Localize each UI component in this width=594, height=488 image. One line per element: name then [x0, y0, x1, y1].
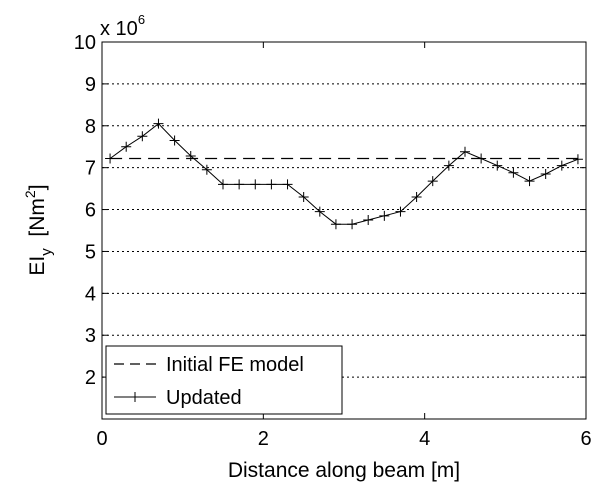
data-point-marker [395, 206, 406, 217]
y-multiplier: x 106 [100, 12, 145, 40]
x-tick-label: 6 [580, 428, 591, 450]
legend-label-initial: Initial FE model [166, 354, 304, 376]
y-tick-label: 3 [85, 325, 96, 347]
data-point-marker [347, 219, 358, 230]
data-point-marker [330, 219, 341, 230]
data-point-marker [153, 118, 164, 129]
data-point-marker [508, 167, 519, 178]
data-point-marker [137, 131, 148, 142]
data-point-marker [201, 164, 212, 175]
legend-label-updated: Updated [166, 387, 242, 409]
series-lines [105, 118, 583, 230]
data-point-marker [218, 179, 228, 190]
data-point-marker [443, 160, 454, 171]
legend: Initial FE model Updated [105, 345, 343, 415]
data-point-marker [185, 150, 196, 161]
y-axis-label: EIy [Nm2] [22, 184, 55, 275]
x-axis-label: Distance along beam [m] [228, 459, 460, 482]
data-point-marker [314, 206, 325, 217]
data-point-marker [121, 141, 132, 152]
data-point-marker [105, 153, 116, 164]
y-tick-label: 2 [85, 367, 96, 389]
data-point-marker [427, 176, 438, 187]
y-tick-label: 4 [85, 283, 96, 305]
y-tick-label: 9 [85, 74, 96, 96]
data-point-marker [411, 191, 422, 202]
data-point-marker [234, 179, 245, 190]
x-tick-label: 4 [419, 428, 430, 450]
legend-box [105, 345, 343, 415]
x-tick-label: 0 [96, 428, 107, 450]
data-point-marker [540, 168, 551, 179]
data-point-marker [556, 160, 567, 171]
data-point-marker [572, 154, 583, 165]
y-tick-label: 10 [74, 32, 96, 54]
y-tick-label: 8 [85, 116, 96, 138]
legend-marker-updated [130, 392, 140, 402]
y-tick-label: 5 [85, 241, 96, 263]
series-line-updated [109, 123, 579, 225]
data-point-marker [524, 176, 535, 187]
data-point-marker [169, 135, 180, 146]
data-point-marker [298, 191, 309, 202]
data-point-marker [266, 179, 277, 190]
data-point-marker [250, 179, 261, 190]
y-tick-label: 6 [85, 200, 96, 222]
data-point-marker [492, 160, 503, 171]
data-point-marker [282, 179, 293, 190]
data-point-marker [379, 210, 390, 221]
data-point-marker [476, 153, 487, 164]
x-tick-label: 2 [258, 428, 269, 450]
y-tick-label: 7 [85, 158, 96, 180]
data-point-marker [460, 146, 470, 157]
data-point-marker [363, 215, 374, 226]
